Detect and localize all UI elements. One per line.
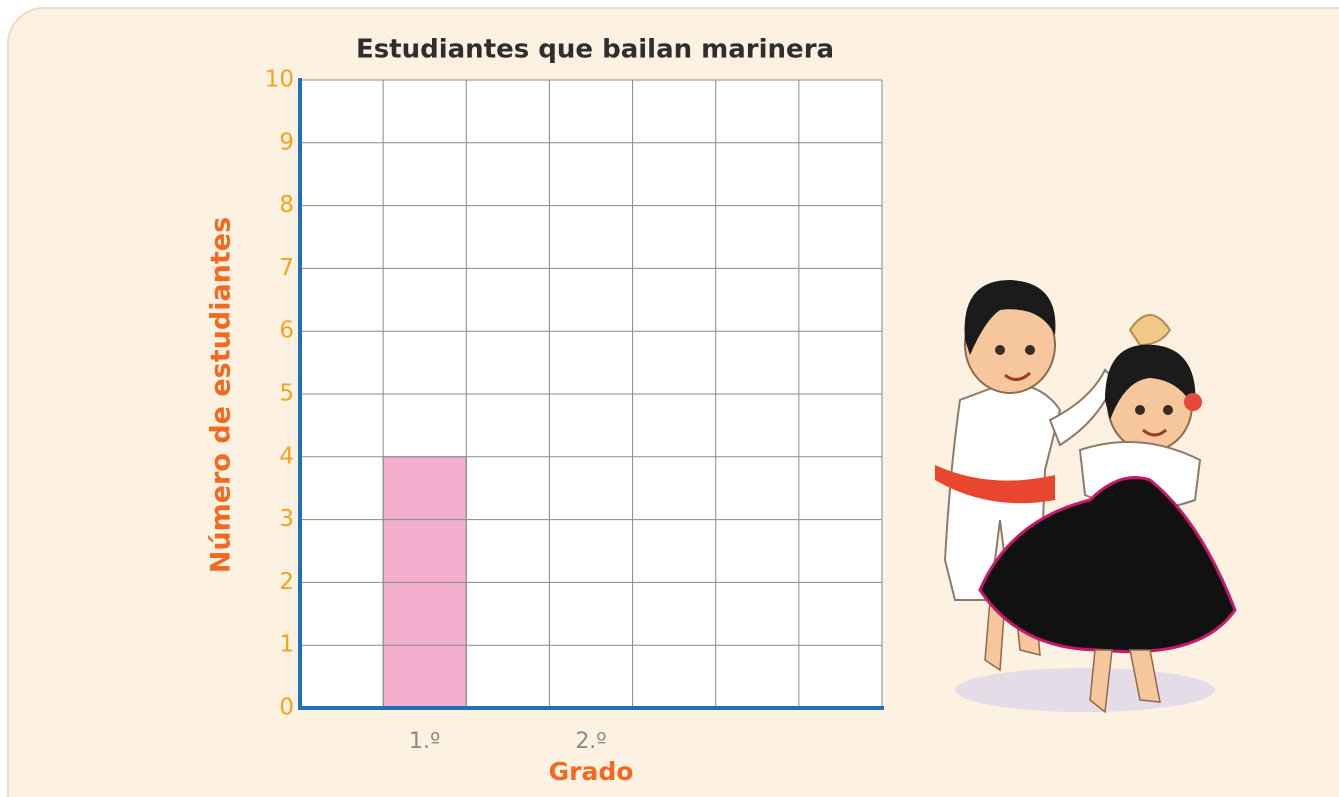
y-tick-label: 8 (279, 192, 294, 218)
y-tick-label: 4 (279, 443, 294, 469)
y-tick-label: 2 (279, 569, 294, 595)
y-tick-label: 3 (279, 506, 294, 532)
y-tick-label: 1 (279, 632, 294, 658)
y-axis-label: Número de estudiantes (206, 217, 237, 573)
y-tick-label: 7 (279, 255, 294, 281)
y-tick-label: 9 (279, 129, 294, 155)
y-tick-label: 10 (265, 67, 294, 93)
x-axis-label: Grado (549, 757, 634, 786)
x-tick-label: 2.º (575, 729, 606, 754)
y-tick-label: 6 (279, 318, 294, 344)
y-tick-label: 5 (279, 381, 294, 407)
chart-title: Estudiantes que bailan marinera (356, 35, 834, 65)
x-tick-label: 1.º (409, 729, 440, 754)
illustration (935, 280, 1237, 714)
y-tick-label: 0 (279, 695, 294, 721)
